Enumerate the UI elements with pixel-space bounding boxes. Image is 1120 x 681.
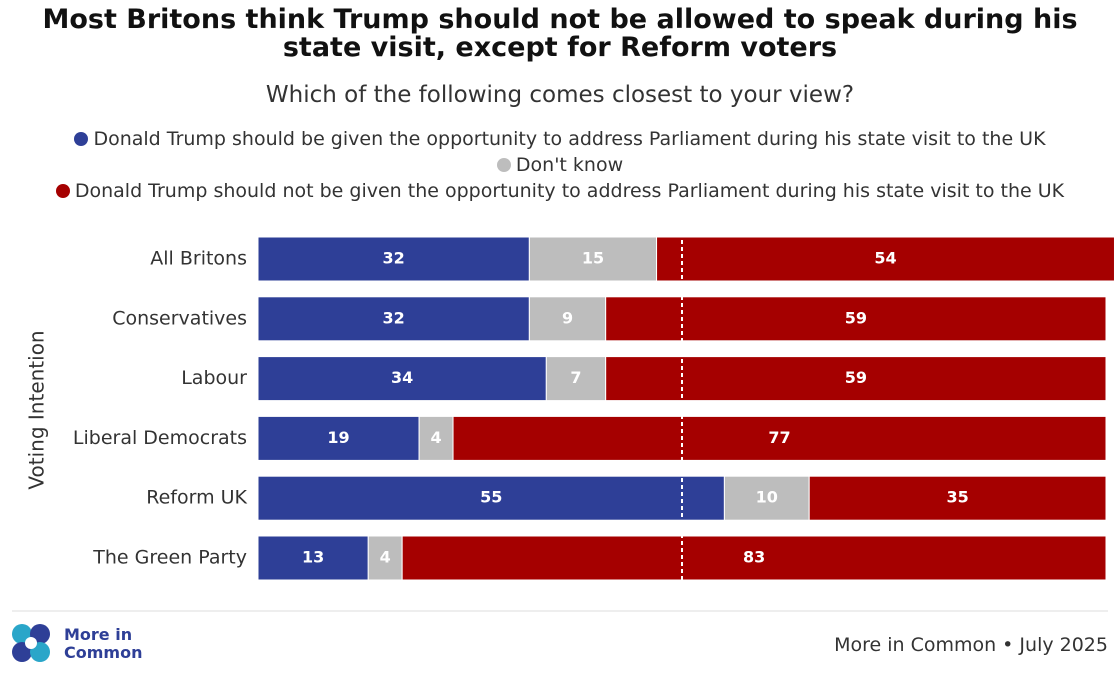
bar-segment: [808, 475, 1107, 521]
data-label: 59: [845, 368, 867, 387]
data-label: 4: [431, 428, 442, 447]
bar-segment: [418, 415, 454, 461]
bar-segment: [401, 535, 1107, 581]
bar-segment: [257, 475, 725, 521]
legend-item: Donald Trump should not be given the opp…: [0, 178, 1120, 204]
legend: Donald Trump should be given the opportu…: [0, 126, 1120, 204]
bar-segment: [528, 236, 658, 282]
legend-swatch: [55, 184, 70, 198]
chart-title: Most Britons think Trump should not be a…: [42, 4, 1078, 63]
data-label: 4: [380, 548, 391, 567]
data-label: 34: [391, 368, 413, 387]
legend-label: Donald Trump should be given the opportu…: [93, 128, 1046, 150]
bar-segment: [367, 535, 403, 581]
data-label: 13: [302, 548, 324, 567]
bar-segment: [605, 356, 1107, 402]
bar-segment: [257, 296, 530, 342]
data-label: 55: [480, 488, 502, 507]
logo-mark: [12, 624, 50, 662]
data-label: 15: [582, 249, 604, 268]
data-label: 19: [327, 428, 349, 447]
data-label: 54: [874, 249, 896, 268]
data-label: 32: [383, 249, 405, 268]
bar-segment: [545, 356, 607, 402]
y-tick-label: Labour: [181, 367, 247, 389]
logo-text: More in Common: [64, 625, 143, 662]
data-label: 7: [570, 368, 581, 387]
legend-label: Don't know: [515, 154, 624, 176]
legend-item: Donald Trump should be given the opportu…: [0, 126, 1120, 152]
source: More in Common • July 2025: [834, 634, 1108, 656]
bar-segment: [605, 296, 1107, 342]
data-label: 83: [743, 548, 765, 567]
bar-segment: [257, 415, 420, 461]
legend-label: Donald Trump should not be given the opp…: [74, 180, 1065, 202]
chart-subtitle: Which of the following comes closest to …: [265, 82, 855, 108]
data-label: 35: [946, 488, 968, 507]
legend-swatch: [496, 158, 511, 172]
data-label: 77: [768, 428, 790, 447]
y-tick-label: Reform UK: [146, 487, 247, 509]
y-tick-label: Conservatives: [112, 307, 247, 329]
y-tick-label: Liberal Democrats: [73, 427, 247, 449]
legend-item: Don't know: [0, 152, 1120, 178]
data-label: 10: [756, 488, 778, 507]
y-tick-label: The Green Party: [92, 547, 247, 569]
bar-segment: [257, 356, 547, 402]
data-label: 9: [562, 308, 573, 327]
bar-segment: [528, 296, 607, 342]
y-axis-label: Voting Intention: [25, 330, 49, 489]
data-label: 59: [845, 308, 867, 327]
bar-segment: [452, 415, 1107, 461]
data-label: 32: [383, 308, 405, 327]
bar-segment: [656, 236, 1115, 282]
legend-swatch: [74, 132, 89, 146]
y-tick-label: All Britons: [150, 248, 247, 270]
